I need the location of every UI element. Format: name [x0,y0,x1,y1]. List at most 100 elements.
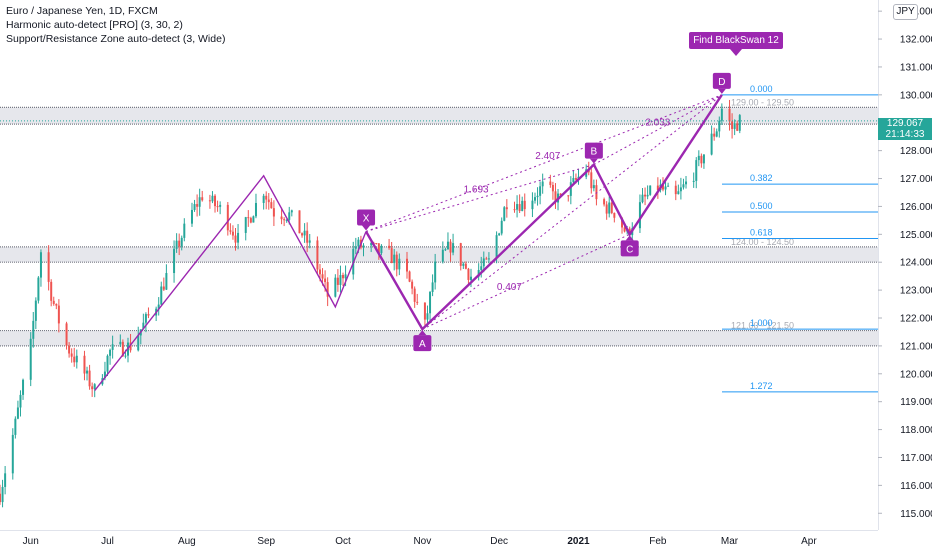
candle-body [211,195,214,202]
indicator-harmonic[interactable]: Harmonic auto-detect [PRO] (3, 30, 2) [6,19,183,31]
sr-zone [0,330,878,346]
candle-body [388,245,391,249]
candle-body [65,323,68,346]
candle-body [342,274,345,279]
candle-body [234,235,237,243]
candle-body [464,263,467,269]
candle-body [390,248,393,264]
pattern-point-label: C [626,244,633,255]
y-tick-label: 128.000 [900,146,932,157]
candle-body [416,301,419,303]
candle-body [738,115,741,131]
candle-body [288,212,291,220]
candle-body [162,286,165,290]
candle-body [551,184,554,192]
pattern-ratio-label: 2.407 [535,151,560,162]
y-tick-label: 124.000 [900,258,932,269]
candle-body [173,248,176,274]
candle-body [498,233,501,236]
candle-body [569,182,572,196]
candle-body [608,202,611,214]
candle-body [667,185,670,187]
candle-body [219,204,222,207]
candle-body [613,212,616,218]
candle-body [536,195,539,198]
candle-body [513,209,516,211]
y-tick-label: 127.000 [900,174,932,185]
candle-body [354,246,357,249]
candle-body [109,349,112,356]
cta-arrow [730,49,742,56]
pattern-point-label: X [363,214,370,225]
candle-body [267,199,270,203]
candle-body [677,191,680,195]
candle-body [644,194,647,197]
candle-body [559,193,562,196]
candle-body [16,407,19,419]
pattern-point-label: B [591,147,598,158]
currency-badge[interactable]: JPY [893,4,918,20]
candle-body [595,185,598,200]
candle-body [75,355,78,363]
candle-body [541,181,544,187]
candle-body [326,282,329,297]
y-tick-label: 116.000 [900,481,932,492]
candle-body [692,180,695,182]
candle-body [231,231,234,236]
candle-body [216,206,219,208]
candle-body [119,341,122,345]
candle-body [73,356,76,363]
candle-body [265,195,268,200]
pattern-point-badge [413,335,432,352]
pattern-ratio-line [422,233,630,330]
candle-body [408,271,411,282]
candle-body [395,254,398,270]
candle-body [196,204,199,207]
candle-body [357,239,360,247]
candle-body [398,258,401,270]
candle-body [344,274,347,279]
pattern-point-badge [712,72,731,89]
candle-body [303,230,306,236]
candle-body [280,216,283,220]
pattern-ratio-line [593,94,723,166]
candle-body [572,177,575,183]
candle-body [208,200,211,202]
candle-body [129,342,132,351]
symbol-title[interactable]: Euro / Japanese Yen, 1D, FXCM [6,5,158,17]
candle-body [429,291,432,314]
candle-body [229,230,232,232]
candle-body [50,281,53,301]
y-tick-label: 131.000 [900,62,932,73]
candle-body [505,207,508,210]
candle-body [713,133,716,137]
candle-body [270,202,273,209]
candle-body [316,240,319,270]
candle-body [301,233,304,236]
indicator-sr-zones[interactable]: Support/Resistance Zone auto-detect (3, … [6,33,226,45]
candle-body [446,241,449,250]
candle-body [411,281,414,289]
candle-body [377,243,380,254]
candle-body [308,240,311,243]
candle-body [685,181,688,185]
x-tick-label: Mar [721,536,739,547]
candle-body [700,155,703,164]
pattern-point-b: B [584,142,603,164]
candle-body [57,305,60,324]
candle-body [603,199,606,205]
candle-body [198,197,201,207]
candle-body [111,344,114,350]
candle-body [500,220,503,234]
candle-body [318,269,321,275]
x-tick-label: Feb [649,536,667,547]
candle-body [649,185,652,195]
candle-body [516,204,519,210]
pattern-point-label: A [419,339,426,350]
pattern-point-badge [357,209,376,226]
candle-body [22,379,25,395]
candle-body [521,200,524,212]
candle-body [413,288,416,302]
candle-body [103,371,106,379]
